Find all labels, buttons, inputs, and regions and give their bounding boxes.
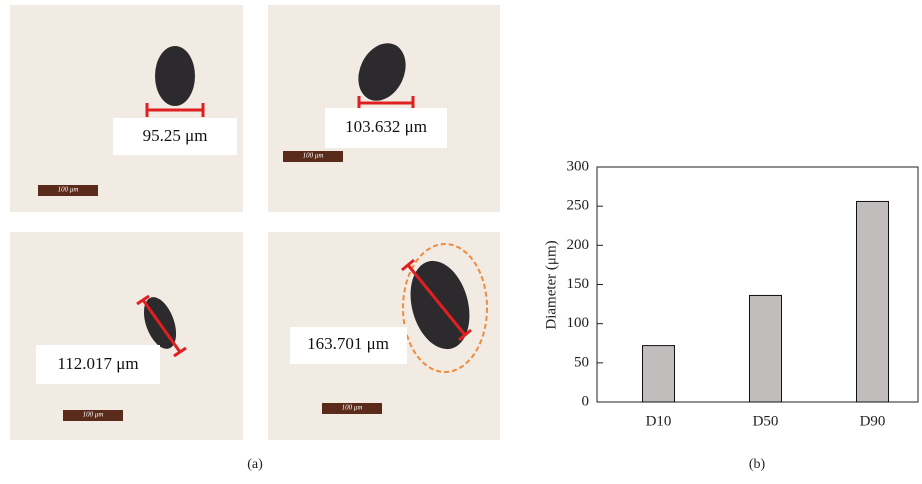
- micrographs: 95.25 μm 103.632 μm 112.017 μm 163.701 μ…: [10, 5, 500, 472]
- y-tick-label: 150: [567, 276, 590, 292]
- micrograph: [10, 232, 243, 440]
- caption: (a): [247, 457, 263, 472]
- x-tick-label: D10: [646, 413, 672, 429]
- measurement: 112.017 μm: [57, 354, 138, 373]
- y-tick-label: 250: [567, 198, 590, 214]
- measurement: 95.25 μm: [143, 126, 208, 145]
- figure: 95.25 μm 103.632 μm 112.017 μm 163.701 μ…: [0, 0, 922, 479]
- scale-label: 100 μm: [342, 404, 363, 412]
- y-tick-label: 200: [567, 237, 590, 253]
- micrograph: [10, 5, 243, 212]
- measurement: 163.701 μm: [307, 334, 389, 353]
- scale-label: 100 μm: [58, 186, 79, 194]
- bar: [643, 346, 675, 402]
- y-tick-label: 300: [567, 158, 590, 174]
- y-tick-label: 100: [567, 315, 590, 331]
- measurement: 103.632 μm: [345, 117, 427, 136]
- y-tick-label: 0: [582, 393, 590, 409]
- caption: (b): [749, 457, 766, 472]
- bar-chart: Diameter (μm) (b) 0 50 100 150 200 250 300 D10 D…: [543, 158, 918, 472]
- y-tick-label: 50: [574, 354, 589, 370]
- bar: [857, 201, 889, 402]
- page: {"panel_a": { "measurements": ["95.25 μm…: [0, 0, 922, 479]
- x-tick-label: D50: [753, 413, 779, 429]
- particle: [155, 46, 195, 106]
- bar: [750, 295, 782, 402]
- y-axis-label: Diameter (μm): [543, 240, 559, 329]
- scale-label: 100 μm: [303, 152, 324, 160]
- x-tick-label: D90: [860, 413, 886, 429]
- scale-label: 100 μm: [83, 411, 104, 419]
